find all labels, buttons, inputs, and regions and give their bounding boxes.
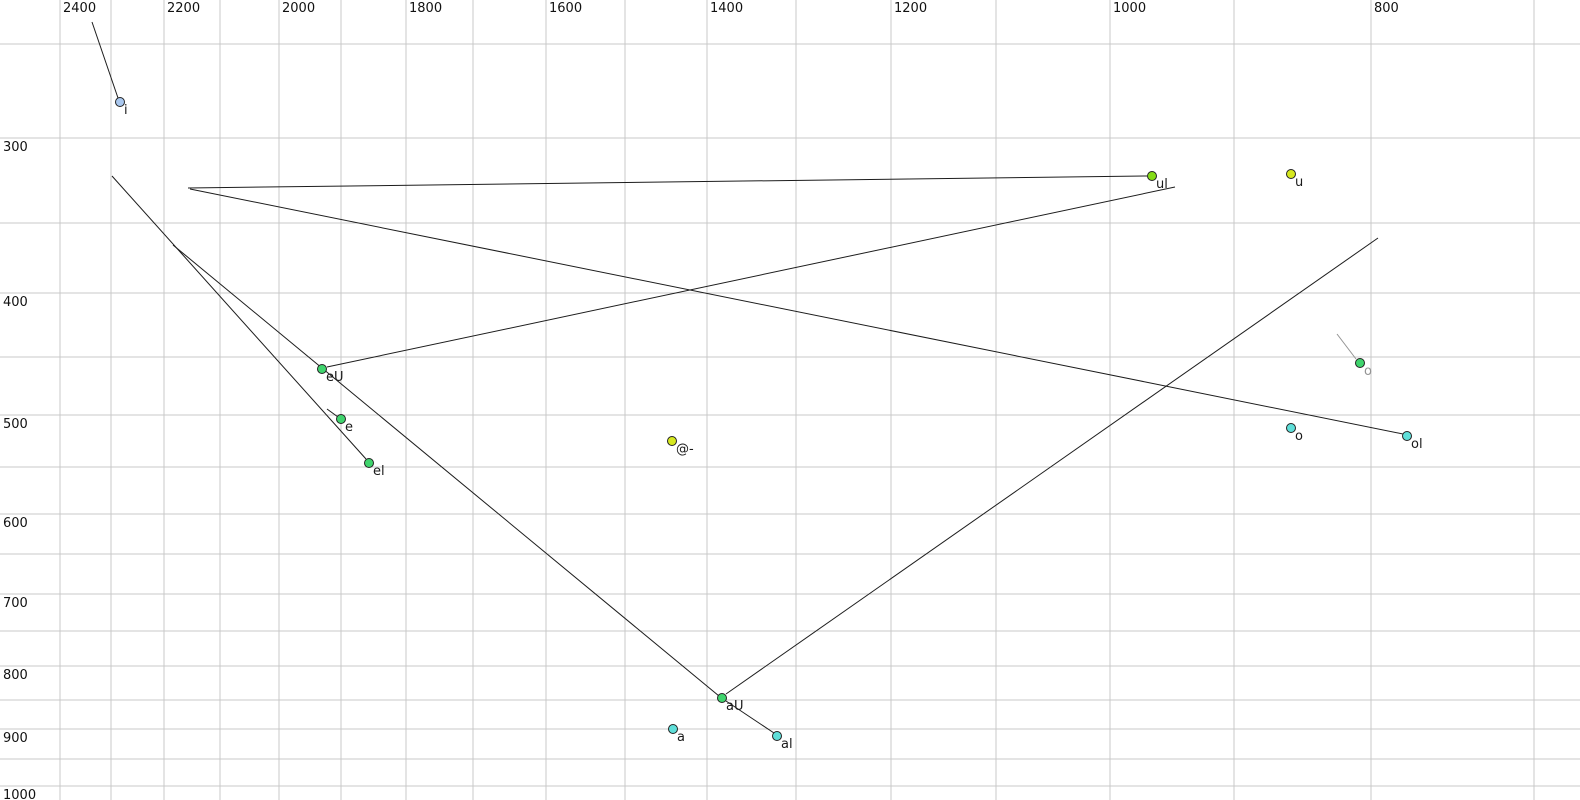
vowel-label-i: i [124,103,128,118]
vowel-point-e [336,414,346,424]
y-axis-tick-label: 600 [3,516,28,531]
vowel-label-eU: eU [326,370,344,385]
traj-el-onset-line [111,175,367,460]
vowel-label-u: u [1295,175,1303,190]
x-axis-tick-label: 1200 [894,1,927,16]
vowel-point-a [668,724,678,734]
vowel-point-ol [1402,431,1412,441]
vowel-label-e: e [345,420,353,435]
y-axis-tick-label: 300 [3,140,28,155]
y-axis-tick-label: 800 [3,668,28,683]
x-axis-tick-label: 1600 [549,1,582,16]
traj-aU-glide-line [725,237,1379,695]
y-axis-tick-label: 1000 [3,788,36,800]
vowel-label-el: el [373,464,385,479]
traj-o-grey-line [1336,333,1357,360]
vowel-label-aU: aU [726,699,743,714]
y-axis-tick-label: 900 [3,731,28,746]
vowel-point-el [364,458,374,468]
vowel-label-ol: ol [1411,437,1423,452]
traj-ul-onset-line [187,175,1148,189]
x-axis-tick-label: 2400 [63,1,96,16]
vowel-point-al [772,731,782,741]
vowel-label-o: o [1295,429,1303,444]
vowel-point-aU [717,693,727,703]
vowel-label-o-grey: o [1364,364,1372,379]
vowel-label-a: a [677,730,685,745]
traj-aU-al-line [725,700,775,734]
x-axis-tick-label: 1800 [409,1,442,16]
vowel-point-i [115,97,125,107]
traj-i-line [91,21,119,99]
x-axis-tick-label: 1000 [1113,1,1146,16]
vowel-point-ul [1147,171,1157,181]
traj-ol-onset-line [189,188,1404,435]
vowel-point-u [1286,169,1296,179]
vowel-label-al: al [781,737,793,752]
vowel-point-eU [317,364,327,374]
traj-eU-glide-line [326,186,1176,368]
vowel-label-ul: ul [1156,177,1168,192]
vowel-point-o [1286,423,1296,433]
y-axis-tick-label: 500 [3,417,28,432]
x-axis-tick-label: 2200 [167,1,200,16]
vowel-label-schwa: @- [676,442,694,457]
vowel-point-schwa [667,436,677,446]
traj-eU-onset-line [172,244,720,697]
y-axis-tick-label: 400 [3,295,28,310]
y-axis-tick-label: 700 [3,596,28,611]
x-axis-tick-label: 2000 [282,1,315,16]
traj-e-line [326,408,339,418]
x-axis-tick-label: 1400 [710,1,743,16]
vowel-point-o-grey [1355,358,1365,368]
x-axis-tick-label: 800 [1374,1,1399,16]
